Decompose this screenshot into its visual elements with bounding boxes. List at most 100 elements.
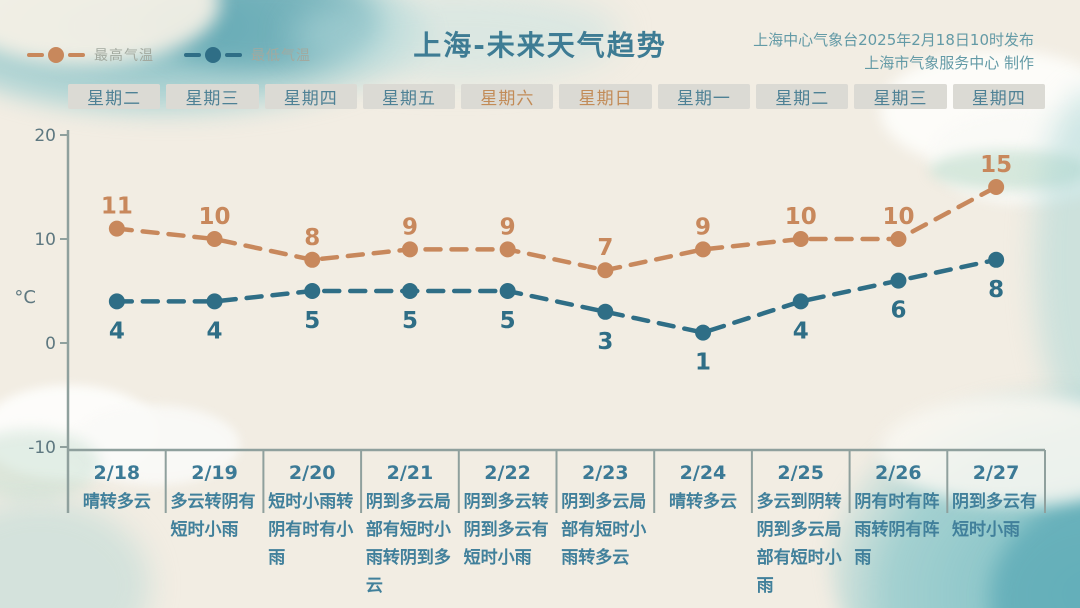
high-temp-point-2/26 [890, 231, 907, 247]
legend-item-low-temp: 最低气温 [184, 45, 311, 65]
weather-description: 多云转阴有短时小雨 [170, 492, 256, 540]
date-label: 2/22 [484, 462, 531, 484]
low-temp-point-2/21 [401, 283, 418, 299]
high-temp-value-label: 7 [597, 235, 613, 261]
low-temp-point-2/27 [988, 251, 1005, 268]
date-label: 2/20 [288, 462, 336, 484]
high-temp-point-2/18 [108, 220, 125, 237]
low-temp-value-label: 5 [304, 308, 320, 334]
low-temp-point-2/19 [206, 293, 223, 310]
weather-description: 阴到多云局部有短时小雨转多云 [561, 492, 647, 568]
high-temp-point-2/19 [206, 231, 223, 247]
weather-description: 晴转多云 [82, 492, 151, 512]
date-label: 2/21 [386, 462, 434, 484]
source-line-1: 上海中心气象台2025年2月18日10时发布 [753, 31, 1034, 49]
high-temp-value-label: 15 [980, 152, 1012, 178]
source-attribution: 上海中心气象台2025年2月18日10时发布 上海市气象服务中心 制作 [753, 29, 1034, 75]
high-temp-value-label: 10 [785, 204, 817, 230]
source-line-2: 上海市气象服务中心 制作 [864, 54, 1034, 72]
forecast-column-2/23: 2/23 阴到多云局部有短时小雨转多云 [556, 460, 654, 600]
forecast-column-2/27: 2/27 阴到多云有短时小雨 [947, 460, 1045, 600]
low-temp-point-2/20 [304, 283, 321, 299]
weekday-pill-2: 星期三 [166, 84, 259, 109]
low-temp-value-label: 4 [793, 318, 809, 344]
forecast-column-2/25: 2/25 多云到阴转阴到多云局部有短时小雨 [752, 460, 850, 600]
date-label: 2/18 [93, 462, 141, 484]
weather-description: 晴转多云 [668, 492, 737, 512]
low-temp-point-2/26 [890, 272, 907, 289]
low-temp-point-2/18 [108, 293, 125, 310]
weekday-pill-6: 星期日 [559, 84, 652, 109]
low-temp-value-label: 5 [402, 308, 418, 334]
high-temp-point-2/22 [499, 241, 516, 258]
low-temp-point-2/23 [597, 303, 614, 320]
weather-description: 阴到多云转阴到多云有短时小雨 [463, 492, 549, 568]
low-temp-value-label: 4 [109, 318, 125, 344]
weekday-pill-4: 星期五 [362, 84, 456, 109]
legend-item-high-temp: 最高气温 [27, 45, 154, 65]
high-temp-value-label: 11 [101, 194, 133, 220]
y-tick-label: 0 [45, 334, 56, 354]
high-temp-value-label: 9 [500, 214, 516, 240]
weekday-pill-3: 星期四 [264, 84, 357, 109]
date-label: 2/23 [581, 462, 629, 484]
weekday-pill-5: 星期六 [461, 84, 554, 109]
low-temp-value-label: 8 [988, 277, 1004, 303]
date-weather-table: 2/18 晴转多云 2/19 多云转阴有短时小雨 2/20 短时小雨转阴有时有小雨 2/21… [68, 460, 1045, 600]
high-temp-point-2/25 [792, 231, 809, 247]
page-title: 上海-未来天气趋势 [413, 29, 667, 62]
weekday-pill-10: 星期四 [952, 84, 1045, 109]
y-axis-unit-label: °C [14, 287, 36, 308]
date-label: 2/25 [777, 462, 824, 484]
y-tick-label: -10 [28, 438, 56, 458]
low-temp-value-label: 3 [597, 329, 613, 355]
legend-label-high: 最高气温 [94, 48, 154, 64]
forecast-column-2/24: 2/24 晴转多云 [654, 460, 752, 600]
high-temp-line [114, 184, 999, 273]
high-temp-value-label: 8 [304, 225, 320, 251]
high-temp-point-2/23 [597, 262, 614, 279]
weekday-pill-7: 星期一 [657, 84, 751, 109]
high-temp-value-label: 9 [695, 214, 711, 240]
high-temp-value-label: 10 [199, 204, 231, 230]
low-temp-value-label: 6 [890, 298, 906, 324]
low-temp-line-icon [184, 47, 242, 63]
low-temp-value-label: 5 [500, 308, 516, 334]
low-temp-point-2/22 [499, 283, 516, 299]
weekday-header-row: 星期二 星期三 星期四 星期五 星期六 星期日 星期一 星期二 星期三 星期四 [68, 84, 1045, 109]
low-temp-line [114, 257, 999, 335]
weather-description: 短时小雨转阴有时有小雨 [268, 492, 354, 568]
low-temp-point-2/24 [695, 324, 712, 341]
forecast-column-2/20: 2/20 短时小雨转阴有时有小雨 [263, 460, 361, 600]
forecast-column-2/18: 2/18 晴转多云 [68, 460, 166, 600]
date-label: 2/26 [875, 462, 922, 484]
weather-description: 阴有时有阵雨转阴有阵雨 [854, 492, 940, 568]
high-temp-point-2/24 [695, 241, 712, 258]
weekday-pill-1: 星期二 [68, 84, 161, 109]
high-temp-point-2/27 [988, 179, 1005, 195]
date-label: 2/24 [679, 462, 727, 484]
low-temp-point-2/25 [792, 293, 809, 310]
weather-description: 多云到阴转阴到多云局部有短时小雨 [756, 492, 842, 596]
y-tick-label: 20 [34, 126, 56, 146]
date-label: 2/19 [191, 462, 238, 484]
low-temp-value-label: 4 [207, 318, 223, 344]
forecast-column-2/26: 2/26 阴有时有阵雨转阴有阵雨 [850, 460, 948, 600]
high-temp-line-icon [27, 47, 85, 63]
high-temp-value-label: 9 [402, 214, 418, 240]
high-temp-value-label: 10 [882, 204, 914, 230]
forecast-column-2/22: 2/22 阴到多云转阴到多云有短时小雨 [459, 460, 557, 600]
high-temp-point-2/20 [304, 251, 321, 268]
high-temp-point-2/21 [401, 241, 418, 258]
date-label: 2/27 [972, 462, 1020, 484]
weekday-pill-8: 星期二 [756, 84, 849, 109]
weekday-pill-9: 星期三 [854, 84, 947, 109]
weather-description: 阴到多云局部有短时小雨转阴到多云 [365, 492, 451, 596]
y-tick-label: 10 [34, 230, 56, 250]
low-temp-value-label: 1 [695, 350, 711, 376]
forecast-column-2/21: 2/21 阴到多云局部有短时小雨转阴到多云 [361, 460, 459, 600]
forecast-column-2/19: 2/19 多云转阴有短时小雨 [166, 460, 264, 600]
weather-description: 阴到多云有短时小雨 [952, 492, 1038, 540]
legend-label-low: 最低气温 [251, 48, 311, 64]
